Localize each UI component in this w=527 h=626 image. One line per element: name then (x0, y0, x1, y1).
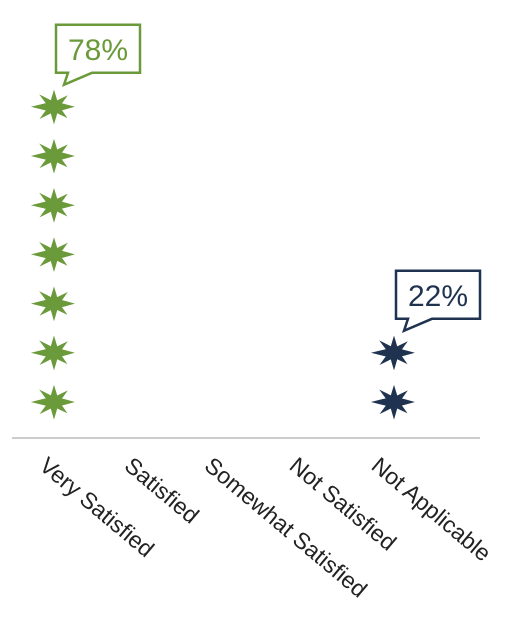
icon-very-satisfied-6 (30, 138, 75, 174)
icon-very-satisfied-5 (30, 188, 75, 223)
callout-very-satisfied: 78% (54, 23, 142, 88)
icon-very-satisfied-1 (30, 384, 75, 420)
callout-not-applicable: 22% (394, 269, 482, 334)
data-label-very-satisfied: 78% (68, 34, 128, 67)
icon-columns (30, 89, 415, 420)
icon-not-applicable-1 (370, 384, 415, 420)
data-label-callouts: 78% 22% (54, 23, 482, 334)
tick-label-satisfied: Satisfied (120, 452, 204, 529)
tick-label-somewhat-satisfied: Somewhat Satisfied (200, 452, 372, 603)
icon-not-applicable-2 (370, 335, 415, 371)
icon-very-satisfied-4 (30, 237, 75, 272)
icon-very-satisfied-7 (30, 89, 75, 125)
icon-very-satisfied-2 (30, 335, 75, 371)
data-label-not-applicable: 22% (408, 280, 468, 313)
icon-very-satisfied-3 (30, 286, 75, 322)
